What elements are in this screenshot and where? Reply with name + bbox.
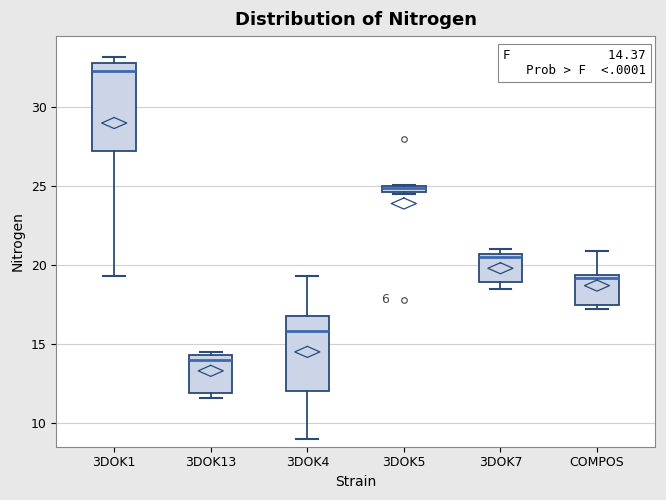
Text: 6: 6 [382,294,390,306]
Y-axis label: Nitrogen: Nitrogen [11,212,25,272]
PathPatch shape [189,355,232,393]
Text: F             14.37
Prob > F  <.0001: F 14.37 Prob > F <.0001 [503,48,646,76]
Title: Distribution of Nitrogen: Distribution of Nitrogen [234,11,477,29]
PathPatch shape [575,274,619,304]
PathPatch shape [479,254,522,282]
PathPatch shape [93,63,136,152]
PathPatch shape [286,316,329,392]
PathPatch shape [382,186,426,192]
X-axis label: Strain: Strain [335,475,376,489]
